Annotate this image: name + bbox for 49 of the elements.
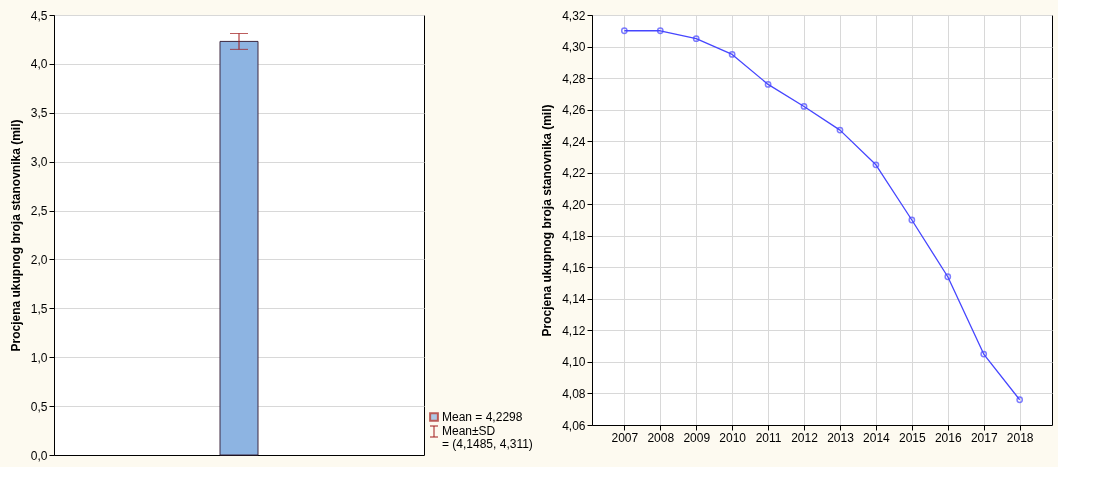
y-tick-label: 4,16	[562, 260, 586, 275]
y-axis-title: Procjena ukupnog broja stanovnika (mil)	[540, 104, 555, 337]
y-tick-label: 4,18	[562, 229, 586, 244]
point	[728, 51, 736, 58]
y-tick-label: 2,5	[30, 204, 48, 219]
x-tick-label: 2015	[898, 430, 927, 445]
y-tick-label: 4,20	[562, 197, 586, 212]
y-tick-label: 0,5	[30, 399, 48, 414]
y-tick-label: 3,0	[30, 155, 48, 170]
x-tick-label: 2010	[719, 430, 747, 445]
text: = (4,1485, 4,311)	[442, 437, 533, 451]
x-tick-label: 2007	[611, 430, 639, 445]
point	[800, 103, 808, 110]
y-tick-label: 1,5	[30, 301, 48, 316]
y-tick-label: 4,28	[562, 71, 586, 86]
legend-label: Mean = 4,2298	[442, 410, 523, 424]
x-tick-label: 2016	[934, 430, 962, 445]
point	[764, 80, 772, 88]
text: Mean±SD	[442, 424, 496, 438]
x-tick-label: 2014	[863, 430, 891, 445]
y-axis-title: Procjena ukupnog broja stanovnika (mil)	[8, 119, 23, 352]
y-tick-label: 4,26	[562, 103, 586, 118]
y-tick-label: 3,5	[30, 106, 48, 121]
x-tick-label: 2012	[791, 430, 819, 445]
y-tick-label: 4,0	[30, 57, 48, 72]
y-tick-label: 0,0	[30, 448, 48, 463]
y-tick-label: 4,32	[562, 8, 586, 23]
y-tick-label: 1,0	[30, 350, 48, 365]
point	[656, 27, 664, 35]
x-tick-label: 2018	[1006, 430, 1034, 445]
y-tick-label: 2,0	[30, 252, 48, 267]
x-tick-label: 2013	[827, 430, 855, 445]
point	[944, 273, 952, 281]
point	[692, 35, 700, 43]
x-tick-label: 2017	[970, 430, 998, 445]
y-tick-label: 4,08	[562, 386, 586, 401]
y-tick-label: 4,30	[562, 40, 586, 55]
x-tick-label: 2008	[647, 430, 675, 445]
y-tick-label: 4,24	[562, 134, 586, 149]
y-tick-label: 4,22	[562, 166, 586, 181]
y-tick-label: 4,12	[562, 323, 586, 338]
y-tick-label: 4,10	[562, 355, 586, 370]
x-tick-label: 2011	[755, 430, 782, 445]
point	[980, 350, 988, 358]
y-tick-label: 4,5	[30, 8, 48, 23]
point	[872, 161, 880, 169]
x-tick-label: 2009	[683, 430, 711, 445]
y-tick-label: 4,06	[562, 418, 586, 433]
y-tick-label: 4,14	[562, 292, 586, 307]
